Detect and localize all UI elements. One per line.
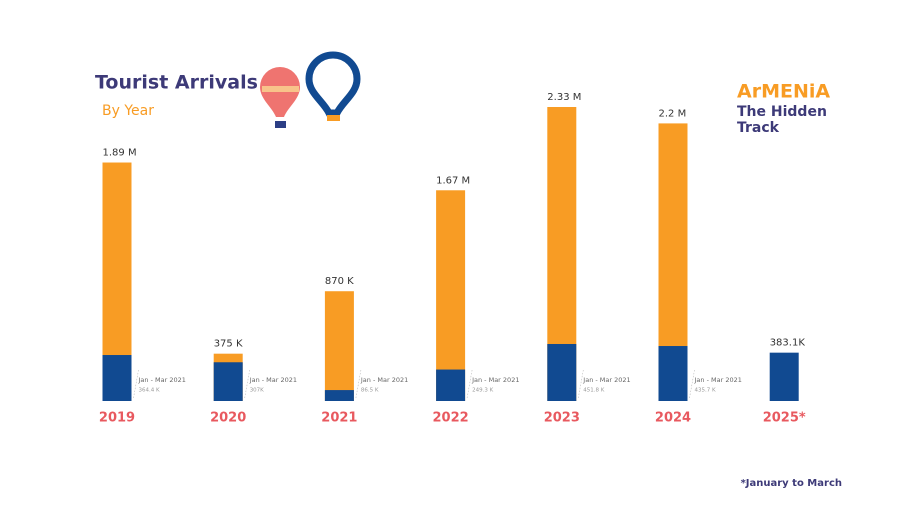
brand-tagline: The Hidden — [737, 104, 827, 120]
x-tick-label: 2019 — [99, 411, 135, 426]
leader-line — [355, 369, 362, 399]
value-label: 375 K — [214, 339, 243, 350]
bar — [658, 346, 688, 401]
value-label: 383.1K — [770, 338, 806, 349]
period-value-label: 86.5 K — [361, 388, 379, 394]
bar — [769, 352, 799, 401]
period-label: Jan - Mar 2021 — [138, 376, 186, 384]
bar — [547, 343, 577, 401]
value-label: 2.2 M — [659, 108, 687, 119]
period-label: Jan - Mar 2021 — [360, 376, 408, 384]
subtitle: By Year — [102, 103, 154, 119]
balloon-icons — [260, 51, 361, 128]
value-label: 2.33 M — [547, 92, 581, 103]
period-label: Jan - Mar 2021 — [471, 376, 519, 384]
period-label: Jan - Mar 2021 — [582, 376, 630, 384]
x-tick-label: 2020 — [210, 411, 246, 426]
title: Tourist Arrivals — [95, 72, 258, 94]
bar — [436, 190, 466, 401]
value-label: 870 K — [325, 276, 354, 287]
brand-name: ArMENiA — [737, 81, 830, 103]
x-tick-label: 2021 — [321, 411, 357, 426]
leader-line — [689, 369, 695, 399]
period-label: Jan - Mar 2021 — [249, 376, 297, 384]
bar — [213, 362, 243, 401]
period-label: Jan - Mar 2021 — [694, 376, 742, 384]
period-value-label: 249.3 K — [472, 388, 493, 394]
x-tick-label: 2022 — [433, 411, 469, 426]
x-tick-label: 2025* — [763, 411, 806, 426]
value-label: 1.67 M — [436, 175, 470, 186]
bar — [324, 390, 354, 401]
leader-line — [133, 369, 139, 399]
footnote: *January to March — [741, 478, 842, 489]
period-value-label: 307K — [250, 388, 264, 394]
x-tick-label: 2024 — [655, 411, 691, 426]
leader-line — [244, 369, 250, 399]
period-value-label: 435.7 K — [695, 388, 716, 394]
bar — [324, 291, 354, 401]
period-value-label: 364.4 K — [139, 388, 160, 394]
period-value-label: 451.8 K — [583, 388, 604, 394]
value-label: 1.89 M — [103, 148, 137, 159]
brand-tagline: Track — [737, 120, 780, 136]
bar — [102, 355, 132, 401]
x-tick-label: 2023 — [544, 411, 580, 426]
leader-line — [578, 369, 584, 399]
leader-line — [466, 369, 473, 399]
bar — [436, 369, 466, 401]
